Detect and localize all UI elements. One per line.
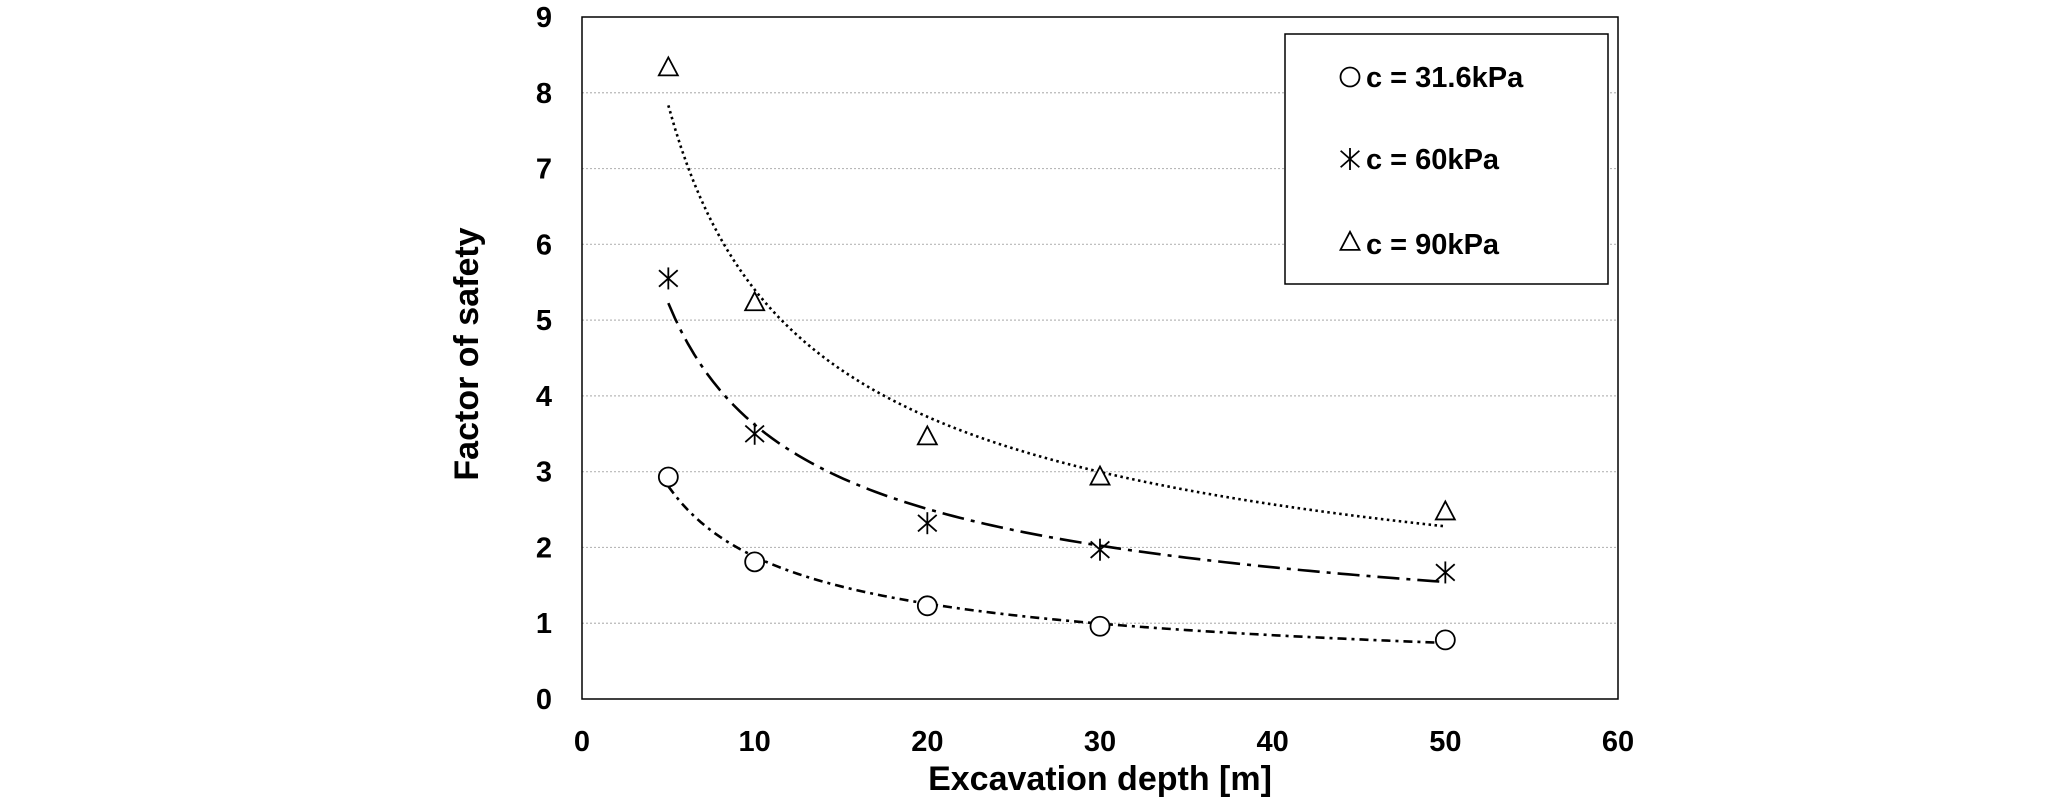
x-tick-label: 40 bbox=[1257, 726, 1289, 758]
data-point-series-1 bbox=[1089, 615, 1111, 637]
data-point-series-2 bbox=[1090, 538, 1110, 561]
x-tick-label: 30 bbox=[1084, 726, 1116, 758]
x-axis-title: Excavation depth [m] bbox=[928, 760, 1272, 798]
legend-marker-series-2 bbox=[1340, 148, 1360, 170]
y-tick-label: 8 bbox=[536, 78, 552, 110]
data-point-series-3 bbox=[657, 55, 680, 77]
data-point-series-2 bbox=[1435, 561, 1456, 584]
y-tick-label: 6 bbox=[536, 229, 552, 261]
data-point-series-1 bbox=[657, 466, 679, 488]
legend-box bbox=[1284, 33, 1609, 285]
x-tick-label: 0 bbox=[574, 726, 590, 758]
y-axis-title: Factor of safety bbox=[448, 227, 486, 480]
trendline-layer bbox=[667, 104, 1446, 645]
data-point-series-2 bbox=[917, 512, 938, 535]
tick-label-layer: 0 10 20 30 40 50 60 0 1 2 3 4 5 6 7 8 9 bbox=[536, 2, 1634, 758]
data-point-series-3 bbox=[1089, 464, 1111, 486]
y-tick-label: 9 bbox=[536, 2, 552, 34]
y-tick-label: 3 bbox=[536, 457, 552, 489]
x-tick-label: 20 bbox=[911, 726, 943, 758]
data-point-series-3 bbox=[743, 290, 766, 312]
legend-label-series-3: c = 90kPa bbox=[1366, 229, 1500, 261]
data-point-series-1 bbox=[1434, 629, 1456, 651]
y-tick-label: 4 bbox=[536, 381, 552, 413]
legend-marker-series-1 bbox=[1339, 66, 1361, 88]
data-point-series-3 bbox=[916, 424, 939, 446]
axis-layer bbox=[581, 16, 1619, 700]
legend-markers bbox=[1339, 66, 1361, 251]
legend-label-series-1: c = 31.6kPa bbox=[1366, 62, 1524, 94]
x-tick-label: 10 bbox=[739, 726, 771, 758]
data-point-series-1 bbox=[744, 551, 766, 573]
x-tick-label: 50 bbox=[1429, 726, 1461, 758]
data-point-series-3 bbox=[1434, 499, 1457, 521]
marker-layer bbox=[657, 55, 1457, 651]
data-point-series-1 bbox=[916, 595, 938, 617]
plot-frame bbox=[581, 16, 1619, 700]
data-point-series-2 bbox=[744, 422, 765, 445]
trendline-series-1 bbox=[667, 485, 1446, 645]
data-point-series-2 bbox=[658, 267, 679, 290]
legend: c = 31.6kPa c = 60kPa c = 90kPa bbox=[1284, 33, 1609, 285]
legend-marker-series-3 bbox=[1339, 229, 1361, 251]
y-tick-label: 0 bbox=[536, 684, 552, 716]
y-tick-label: 2 bbox=[536, 532, 552, 564]
y-tick-label: 7 bbox=[536, 154, 552, 186]
y-tick-label: 1 bbox=[536, 608, 552, 640]
legend-label-series-2: c = 60kPa bbox=[1366, 144, 1500, 176]
trendline-series-2 bbox=[667, 302, 1446, 584]
x-tick-label: 60 bbox=[1602, 726, 1634, 758]
y-tick-label: 5 bbox=[536, 305, 552, 337]
trendline-series-3 bbox=[667, 104, 1446, 528]
